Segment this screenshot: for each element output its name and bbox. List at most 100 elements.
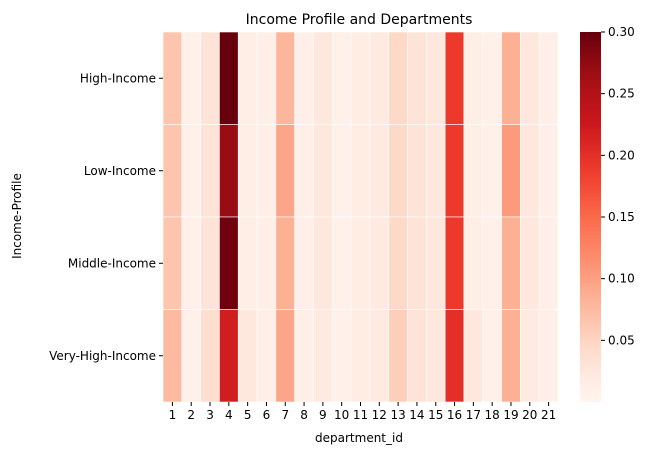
colorbar-tick-label: 0.05: [608, 333, 635, 347]
x-tick-label: 4: [225, 408, 233, 422]
heatmap-cell: [200, 309, 220, 403]
heatmap-cell: [350, 216, 371, 310]
heatmap-cell: [181, 216, 201, 310]
colorbar-tick-label: 0.15: [608, 210, 635, 224]
heatmap-cell: [520, 216, 540, 310]
heatmap-cell: [219, 216, 239, 310]
heatmap-cell: [482, 31, 502, 125]
heatmap-cell: [407, 216, 427, 310]
heatmap-cell: [313, 31, 333, 125]
heatmap-cell: [501, 124, 521, 218]
heatmap-cell: [538, 309, 559, 403]
x-tick-label: 2: [187, 408, 195, 422]
heatmap-cell: [538, 216, 559, 310]
heatmap-cell: [219, 309, 239, 403]
heatmap-cell: [331, 124, 352, 218]
x-tick-label: 10: [334, 408, 349, 422]
heatmap-cell: [407, 124, 427, 218]
heatmap-cell: [275, 216, 295, 310]
heatmap-cell: [426, 124, 446, 218]
x-tick-label: 3: [206, 408, 214, 422]
heatmap-cell: [520, 309, 540, 403]
heatmap-cell: [520, 31, 540, 125]
heatmap-cell: [350, 31, 371, 125]
heatmap-cell: [426, 216, 446, 310]
y-tick-label: High-Income: [80, 71, 156, 85]
heatmap-cell: [331, 309, 352, 403]
heatmap-cell: [501, 31, 521, 125]
heatmap-cell: [444, 216, 465, 310]
heatmap-cell: [237, 216, 258, 310]
x-tick-label: 18: [485, 408, 500, 422]
heatmap-cell: [388, 216, 408, 310]
heatmap-cell: [162, 309, 183, 403]
heatmap-cell: [331, 31, 352, 125]
colorbar-ticks: 0.05 0.10 0.15 0.20 0.25 0.30: [601, 25, 635, 347]
heatmap-cell: [313, 124, 333, 218]
heatmap-cell: [463, 31, 484, 125]
heatmap-cell: [350, 309, 371, 403]
x-tick-label: 5: [244, 408, 252, 422]
x-tick-label: 17: [466, 408, 481, 422]
heatmap-cell: [200, 216, 220, 310]
x-tick-label: 12: [372, 408, 387, 422]
heatmap-cell: [388, 31, 408, 125]
heatmap-cell: [275, 31, 295, 125]
chart-title: Income Profile and Departments: [246, 12, 473, 28]
heatmap-cell: [426, 309, 446, 403]
heatmap-cell: [482, 216, 502, 310]
heatmap-cell: [256, 124, 277, 218]
heatmap-cell: [275, 309, 295, 403]
x-tick-label: 21: [541, 408, 556, 422]
heatmap-cell: [444, 309, 465, 403]
y-tick-label: Middle-Income: [68, 256, 156, 270]
heatmap-cell: [237, 309, 258, 403]
y-tick-label: Very-High-Income: [49, 349, 156, 363]
colorbar-tick-label: 0.25: [608, 87, 635, 101]
x-tick-label: 7: [281, 408, 289, 422]
x-tick-label: 20: [522, 408, 537, 422]
heatmap-cell: [407, 309, 427, 403]
heatmap-cell: [444, 124, 465, 218]
x-axis-label: department_id: [315, 431, 403, 445]
heatmap-cell: [331, 216, 352, 310]
heatmap-cell: [388, 309, 408, 403]
x-tick-label: 6: [263, 408, 271, 422]
heatmap-cell: [181, 124, 201, 218]
heatmap-cell: [313, 309, 333, 403]
heatmap-cell: [181, 31, 201, 125]
heatmap-cell: [369, 124, 390, 218]
heatmap-cell: [482, 124, 502, 218]
y-axis-label: Income-Profile: [10, 173, 24, 259]
heatmap-cell: [162, 31, 183, 125]
heatmap-cell: [388, 124, 408, 218]
heatmap-cell: [369, 31, 390, 125]
heatmap-cell: [219, 124, 239, 218]
heatmap-cell: [237, 31, 258, 125]
heatmap-cell: [256, 216, 277, 310]
heatmap-cells: [162, 31, 559, 403]
x-tick-label: 13: [390, 408, 405, 422]
heatmap-cell: [162, 124, 183, 218]
heatmap-cell: [538, 124, 559, 218]
x-tick-label: 8: [300, 408, 308, 422]
x-tick-label: 9: [319, 408, 327, 422]
heatmap-cell: [426, 31, 446, 125]
heatmap-cell: [501, 309, 521, 403]
heatmap-cell: [181, 309, 201, 403]
heatmap-cell: [200, 31, 220, 125]
heatmap-cell: [444, 31, 465, 125]
heatmap-cell: [256, 31, 277, 125]
heatmap-cell: [501, 216, 521, 310]
colorbar-tick-label: 0.20: [608, 148, 635, 162]
heatmap-cell: [294, 31, 314, 125]
x-axis-ticks: 1 2 3 4 5 6 7 8 9 10 11 12 13 14 15 16 17 18 19 20 21: [169, 402, 556, 422]
x-tick-label: 1: [169, 408, 177, 422]
heatmap-cell: [482, 309, 502, 403]
heatmap-cell: [520, 124, 540, 218]
heatmap-cell: [275, 124, 295, 218]
heatmap-cell: [256, 309, 277, 403]
colorbar: [580, 32, 601, 402]
heatmap-cell: [162, 216, 183, 310]
